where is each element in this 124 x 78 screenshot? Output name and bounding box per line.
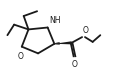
Text: O: O xyxy=(83,26,89,35)
Text: O: O xyxy=(17,52,23,61)
Polygon shape xyxy=(54,41,72,44)
Text: O: O xyxy=(72,60,77,69)
Text: NH: NH xyxy=(50,16,61,25)
